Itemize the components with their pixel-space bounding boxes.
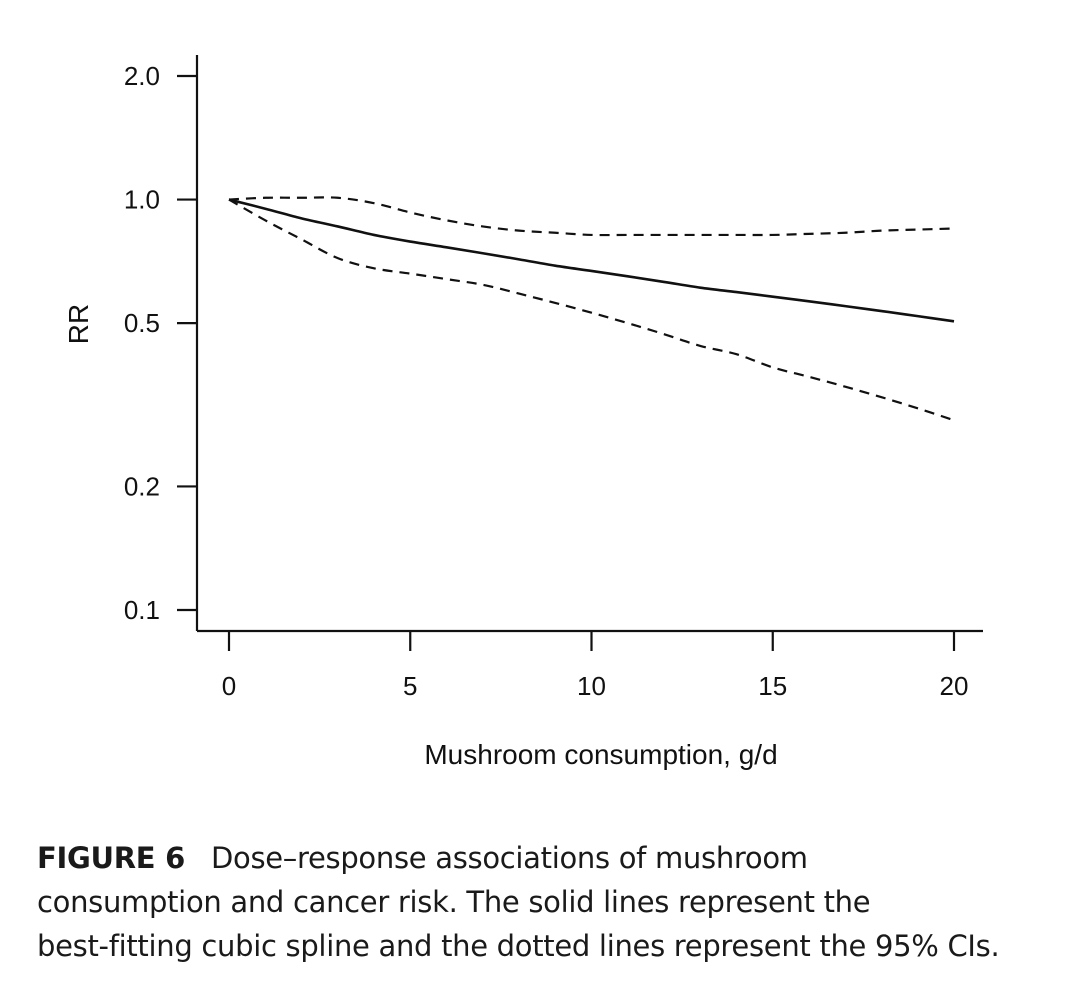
dose-response-chart: 0.1 0.2 0.5 1.0 2.0 0 5 10 15 20 RR Mushroom con… bbox=[63, 55, 983, 770]
caption-line-3: best-fitting cubic spline and the dotted… bbox=[37, 929, 1000, 963]
y-axis-ticks: 0.1 0.2 0.5 1.0 2.0 bbox=[124, 61, 197, 625]
x-tick-label: 5 bbox=[403, 671, 417, 701]
x-tick-label: 10 bbox=[577, 671, 606, 701]
caption-line-1: FIGURE 6 Dose–response associations of mu… bbox=[37, 836, 1047, 880]
x-tick-label: 0 bbox=[222, 671, 236, 701]
upper-ci-line bbox=[228, 196, 955, 237]
series-layer bbox=[228, 196, 955, 422]
x-axis-ticks: 0 5 10 15 20 bbox=[222, 631, 969, 701]
x-axis-title: Mushroom consumption, g/d bbox=[424, 739, 777, 770]
caption-line-2: consumption and cancer risk. The solid l… bbox=[37, 885, 871, 919]
figure-caption: FIGURE 6 Dose–response associations of mu… bbox=[37, 836, 1047, 968]
caption-text-1: Dose–response associations of mushroom bbox=[210, 841, 808, 875]
x-tick-label: 15 bbox=[758, 671, 787, 701]
y-tick-label: 0.2 bbox=[124, 471, 160, 501]
spline-line bbox=[228, 198, 955, 323]
y-tick-label: 1.0 bbox=[124, 185, 160, 215]
figure-label: FIGURE 6 bbox=[37, 841, 185, 875]
y-tick-label: 2.0 bbox=[124, 61, 160, 91]
y-axis-title: RR bbox=[63, 304, 94, 344]
lower-ci-line bbox=[228, 198, 955, 422]
x-tick-label: 20 bbox=[940, 671, 969, 701]
y-tick-label: 0.1 bbox=[124, 595, 160, 625]
y-tick-label: 0.5 bbox=[124, 308, 160, 338]
